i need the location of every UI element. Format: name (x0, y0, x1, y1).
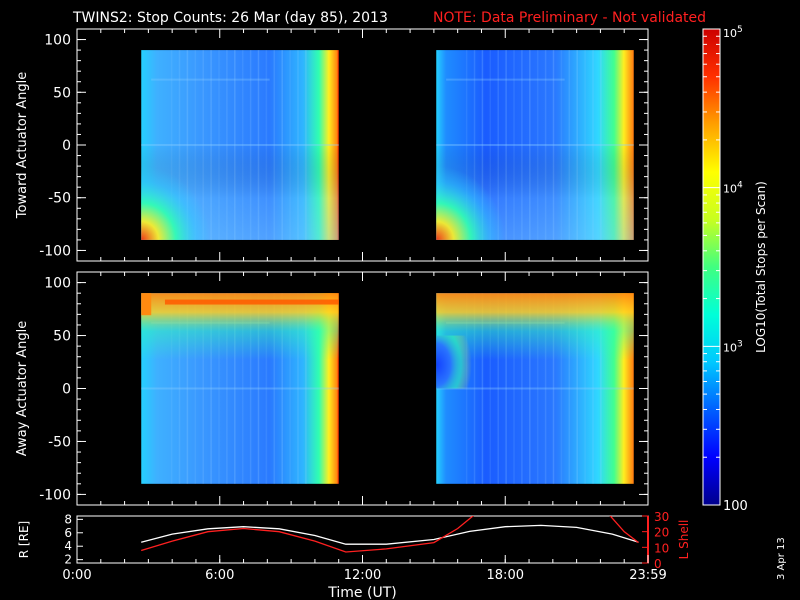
y-axis-label: Away Actuator Angle (15, 321, 30, 456)
x-tick-label: 6:00 (205, 568, 234, 583)
y-axis-label: Toward Actuator Angle (15, 72, 30, 219)
colorbar-tick-label: 103 (723, 339, 743, 354)
x-tick-label: 18:00 (487, 568, 524, 583)
right-axis-label: L Shell (677, 520, 691, 560)
y-tick-label: -100 (39, 487, 71, 503)
generated-date: 3 Apr 13 (776, 537, 787, 580)
heatmap-hot-corner (141, 293, 152, 316)
left-y-tick-label: 4 (64, 539, 72, 553)
heatmap-arc (436, 335, 472, 389)
y-tick-label: -100 (39, 243, 71, 259)
heatmap-block (436, 50, 634, 240)
x-tick-label: 0:00 (62, 568, 91, 583)
heatmap-hot-corner (141, 166, 211, 240)
left-y-tick-label: 2 (64, 553, 72, 567)
preliminary-note: NOTE: Data Preliminary - Not validated (433, 10, 706, 26)
heatmap-block (141, 50, 339, 240)
away-actuator-panel: 100 50 0 -50 -100 Away Actuator Angle (15, 271, 649, 506)
x-axis-label: Time (UT) (327, 585, 396, 600)
y-tick-label: 100 (44, 276, 71, 292)
y-tick-label: 0 (62, 138, 71, 154)
colorbar-tick-label: 105 (723, 25, 743, 40)
heatmap-hot-strip (164, 299, 339, 305)
radial-distance-line (141, 524, 639, 545)
colorbar: 100 103 104 105 LOG10(Total Stops per Scan) (702, 25, 768, 514)
y-tick-label: 50 (53, 85, 71, 101)
colorbar-bar (702, 28, 721, 506)
right-y-tick-label: 20 (654, 526, 669, 540)
heatmap-block (141, 293, 339, 484)
left-y-tick-label: 6 (64, 526, 72, 540)
y-tick-label: 0 (62, 382, 71, 398)
y-tick-label: 100 (44, 33, 71, 49)
y-tick-label: -50 (48, 191, 71, 207)
right-y-tick-label: 30 (654, 510, 669, 524)
heatmap-hot-corner (436, 166, 506, 240)
colorbar-tick-label: 100 (723, 499, 748, 514)
l-shell-line (141, 516, 639, 553)
left-axis-label: R [RE] (17, 521, 31, 558)
x-tick-label: 12:00 (344, 568, 381, 583)
y-tick-label: -50 (48, 434, 71, 450)
colorbar-tick-label: 104 (723, 181, 743, 196)
colorbar-label: LOG10(Total Stops per Scan) (754, 181, 768, 353)
right-y-tick-label: 0 (654, 557, 662, 571)
x-tick-label: 23:59 (629, 568, 666, 583)
toward-actuator-panel: 100 50 0 -50 -100 Toward Actuator Angle (15, 28, 649, 262)
heatmap-top-band (141, 293, 339, 484)
y-tick-label: 50 (53, 329, 71, 345)
right-y-tick-label: 10 (654, 541, 669, 555)
chart-title: TWINS2: Stop Counts: 26 Mar (day 85), 20… (72, 10, 388, 26)
left-y-tick-label: 8 (64, 512, 72, 526)
heatmap-block (436, 293, 634, 484)
